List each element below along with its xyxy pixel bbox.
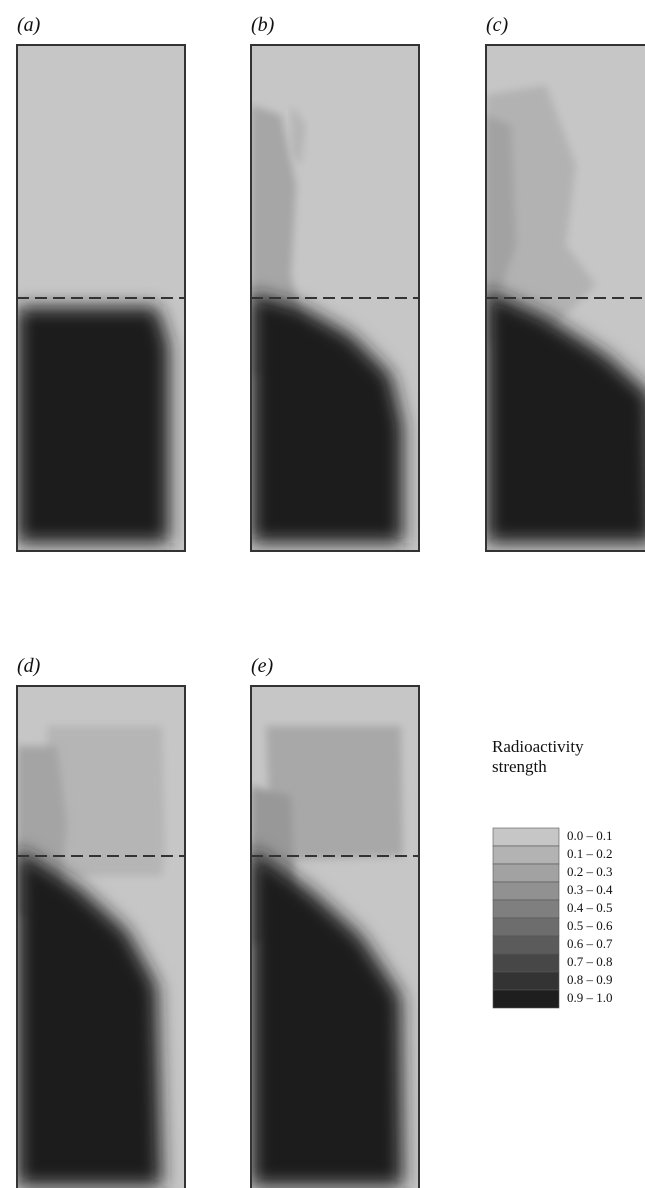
panel-label: (c) [486,14,509,36]
plume [266,726,403,861]
legend-label: 0.3 – 0.4 [567,882,613,897]
legend-swatch [492,953,560,973]
legend-swatch [492,917,560,937]
plume [486,115,516,305]
panel-label: (a) [17,14,41,36]
legend-swatch [492,845,560,865]
legend-label: 0.8 – 0.9 [567,972,613,987]
legend-swatch [492,989,560,1009]
dark-region [251,293,403,543]
legend-label: 0.9 – 1.0 [567,990,613,1005]
legend-swatch [492,971,560,991]
panel [250,685,420,1188]
panel-frame [250,685,420,1188]
legend-label: 0.0 – 0.1 [567,828,613,843]
panel-label: (b) [251,14,275,36]
legend-label: 0.4 – 0.5 [567,900,613,915]
panel-frame [16,685,186,1188]
legend-title: Radioactivity strength [492,737,584,776]
plume [47,726,165,876]
panel [16,44,186,552]
legend-swatch [492,899,560,919]
legend-swatch [492,827,560,847]
legend-label: 0.2 – 0.3 [567,864,613,879]
dark-region [251,848,403,1186]
legend-label: 0.5 – 0.6 [567,918,613,933]
panel [250,44,420,552]
legend-label: 0.6 – 0.7 [567,936,613,951]
dark-region [17,848,162,1186]
panel-field [251,45,419,551]
legend-label: 0.1 – 0.2 [567,846,613,861]
dark-region [17,307,169,543]
legend-swatch [492,863,560,883]
legend-swatch [492,881,560,901]
plume [291,105,306,165]
plume [486,85,596,345]
panel-field [17,686,185,1188]
panel [485,44,645,552]
legend-label: 0.7 – 0.8 [567,954,613,969]
panel-field [251,686,419,1188]
panel-label: (e) [251,655,274,677]
panel [16,685,186,1188]
dark-region [486,290,645,543]
panel-label: (d) [17,655,41,677]
legend-swatch [492,935,560,955]
